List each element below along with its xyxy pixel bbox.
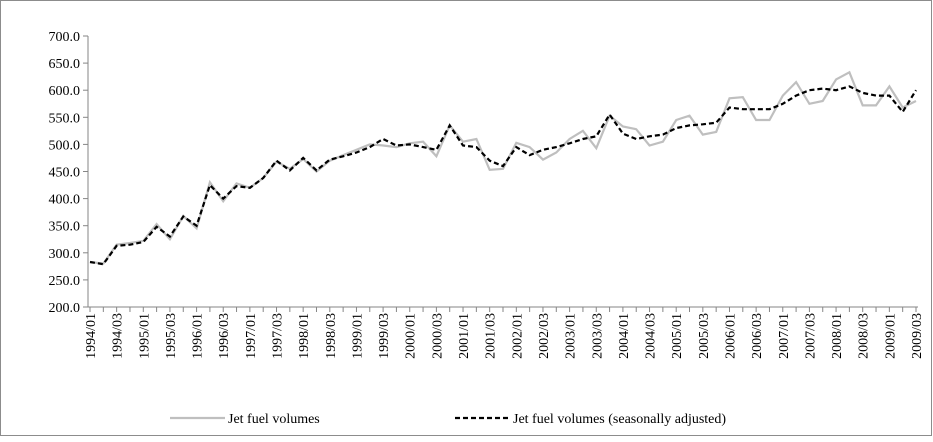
x-tick-label: 2006/03 (750, 313, 765, 359)
x-tick-label: 1994/03 (111, 313, 126, 359)
x-tick-label: 2008/01 (830, 313, 845, 359)
x-tick-label: 1996/03 (217, 313, 232, 359)
x-tick-label: 2000/03 (430, 313, 445, 359)
x-tick-label: 2009/03 (910, 313, 925, 359)
x-tick-label: 2005/03 (697, 313, 712, 359)
x-tick-label: 2001/03 (484, 313, 499, 359)
x-tick-label: 1999/01 (350, 313, 365, 359)
y-tick-label: 200.0 (49, 301, 81, 316)
x-tick-label: 2003/01 (564, 313, 579, 359)
x-tick-label: 2002/01 (510, 313, 525, 359)
x-tick-label: 2004/01 (617, 313, 632, 359)
x-tick-label: 1994/01 (84, 313, 99, 359)
x-tick-label: 2000/01 (404, 313, 419, 359)
x-tick-label: 2007/03 (803, 313, 818, 359)
series-line (89, 85, 917, 266)
y-tick-label: 650.0 (49, 57, 81, 72)
y-tick-label: 400.0 (49, 193, 81, 208)
x-tick-label: 2001/01 (457, 313, 472, 359)
x-tick-label: 2003/03 (590, 313, 605, 359)
x-tick-label: 1997/01 (244, 313, 259, 359)
y-tick-label: 300.0 (49, 247, 81, 262)
y-tick-label: 600.0 (49, 84, 81, 99)
x-tick-label: 1995/01 (137, 313, 152, 359)
series-line (89, 70, 917, 265)
y-tick-label: 450.0 (49, 166, 81, 181)
x-tick-label: 2004/03 (644, 313, 659, 359)
x-tick-label: 2006/01 (723, 313, 738, 359)
x-tick-label: 1996/01 (191, 313, 206, 359)
x-tick-label: 1995/03 (164, 313, 179, 359)
y-tick-label: 550.0 (49, 111, 81, 126)
legend-label: Jet fuel volumes (228, 412, 320, 427)
x-tick-label: 1999/03 (377, 313, 392, 359)
x-tick-label: 2009/01 (883, 313, 898, 359)
x-tick-label: 2002/03 (537, 313, 552, 359)
x-tick-label: 1998/03 (324, 313, 339, 359)
y-tick-label: 500.0 (49, 138, 81, 153)
y-tick-label: 700.0 (49, 30, 81, 45)
x-tick-label: 2008/03 (857, 313, 872, 359)
y-tick-label: 250.0 (49, 274, 81, 289)
legend-label: Jet fuel volumes (seasonally adjusted) (513, 412, 726, 427)
x-tick-label: 1998/01 (297, 313, 312, 359)
x-tick-label: 2007/01 (777, 313, 792, 359)
x-tick-label: 2005/01 (670, 313, 685, 359)
y-tick-label: 350.0 (49, 220, 81, 235)
x-tick-label: 1997/03 (271, 313, 286, 359)
